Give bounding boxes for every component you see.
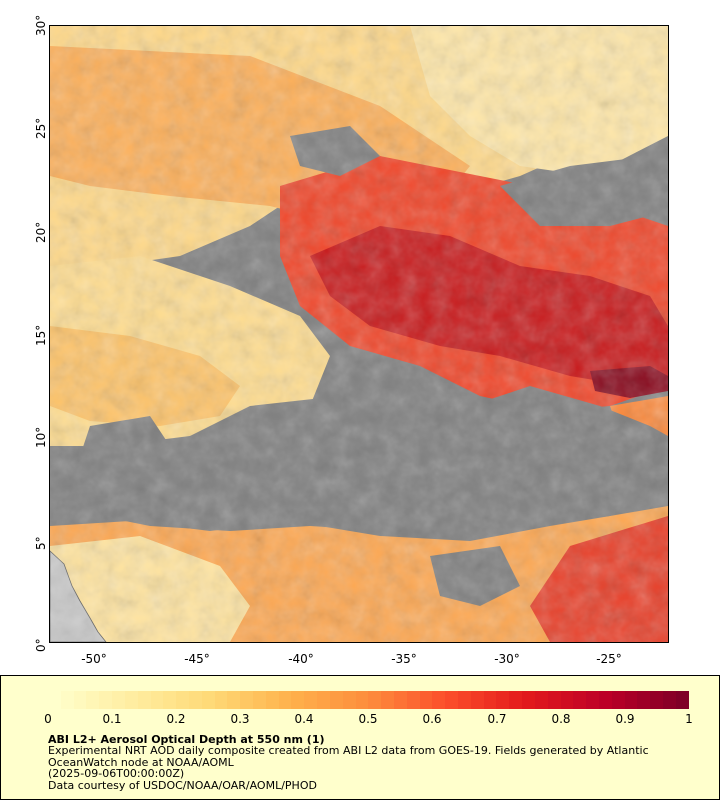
legend-description-line: Experimental NRT AOD daily composite cre… — [48, 744, 649, 769]
colorbar-step — [99, 691, 113, 709]
colorbar-step — [329, 691, 343, 709]
colorbar-step — [534, 691, 548, 709]
colorbar-step — [214, 691, 228, 709]
colorbar-step — [240, 691, 253, 709]
colorbar-step — [637, 691, 651, 709]
x-tick-label: -40° — [288, 652, 314, 666]
y-tick-label: 20° — [34, 221, 48, 243]
colorbar-step — [48, 691, 61, 709]
aod-map — [49, 25, 669, 643]
colorbar-label: 0.6 — [422, 712, 442, 726]
colorbar-step — [586, 691, 599, 709]
colorbar-step — [675, 691, 689, 709]
colorbar-step — [317, 691, 330, 709]
y-tick-label: 5° — [34, 536, 48, 550]
colorbar-label: 0.2 — [166, 712, 186, 726]
colorbar-step — [445, 691, 458, 709]
colorbar-step — [253, 691, 266, 709]
colorbar — [48, 691, 689, 709]
y-tick-label: 0° — [34, 638, 48, 652]
colorbar-label: 0.4 — [294, 712, 314, 726]
legend-title: ABI L2+ Aerosol Optical Depth at 550 nm … — [48, 733, 325, 746]
x-tick-label: -25° — [596, 652, 622, 666]
colorbar-step — [624, 691, 638, 709]
colorbar-step — [547, 691, 561, 709]
colorbar-step — [278, 691, 292, 709]
legend-credit: Data courtesy of USDOC/NOAA/OAR/AOML/PHO… — [48, 778, 317, 792]
colorbar-step — [368, 691, 382, 709]
colorbar-label: 0.5 — [358, 712, 378, 726]
colorbar-step — [86, 691, 100, 709]
colorbar-step — [611, 691, 625, 709]
colorbar-step — [470, 691, 484, 709]
colorbar-step — [650, 691, 663, 709]
colorbar-label: 0.1 — [102, 712, 122, 726]
colorbar-step — [598, 691, 612, 709]
colorbar-step — [483, 691, 497, 709]
colorbar-step — [432, 691, 446, 709]
x-tick-label: -30° — [494, 652, 520, 666]
colorbar-step — [458, 691, 471, 709]
colorbar-step — [355, 691, 369, 709]
colorbar-step — [201, 691, 215, 709]
colorbar-step — [112, 691, 125, 709]
colorbar-step — [342, 691, 356, 709]
colorbar-step — [522, 691, 535, 709]
colorbar-step — [291, 691, 305, 709]
x-tick-label: -50° — [81, 652, 107, 666]
x-tick-label: -35° — [391, 652, 417, 666]
colorbar-step — [227, 691, 241, 709]
colorbar-step — [381, 691, 394, 709]
colorbar-step — [265, 691, 279, 709]
colorbar-label: 0.8 — [551, 712, 571, 726]
colorbar-step — [176, 691, 189, 709]
y-tick-label: 25° — [34, 117, 48, 139]
colorbar-label: 0.9 — [615, 712, 635, 726]
colorbar-label: 0.7 — [487, 712, 507, 726]
legend-description-date: (2025-09-06T00:00:00Z) — [48, 767, 185, 780]
colorbar-label: 0.3 — [230, 712, 250, 726]
legend-description: Experimental NRT AOD daily composite cre… — [48, 745, 688, 791]
y-tick-label: 10° — [34, 426, 48, 448]
colorbar-label: 0 — [44, 712, 52, 726]
colorbar-step — [188, 691, 202, 709]
colorbar-step — [124, 691, 138, 709]
colorbar-step — [509, 691, 523, 709]
texture-overlay — [50, 26, 668, 642]
colorbar-step — [663, 691, 676, 709]
colorbar-step — [137, 691, 151, 709]
colorbar-step — [73, 691, 87, 709]
colorbar-step — [496, 691, 510, 709]
colorbar-step — [150, 691, 164, 709]
colorbar-step — [406, 691, 420, 709]
colorbar-step — [393, 691, 407, 709]
colorbar-step — [560, 691, 574, 709]
colorbar-step — [163, 691, 177, 709]
colorbar-label: 1 — [685, 712, 693, 726]
y-tick-label: 15° — [34, 324, 48, 346]
aod-map-image — [50, 26, 668, 642]
colorbar-step — [304, 691, 318, 709]
x-tick-label: -45° — [184, 652, 210, 666]
y-tick-label: 30° — [34, 14, 48, 36]
colorbar-step — [419, 691, 433, 709]
colorbar-step — [60, 691, 74, 709]
colorbar-step — [573, 691, 587, 709]
